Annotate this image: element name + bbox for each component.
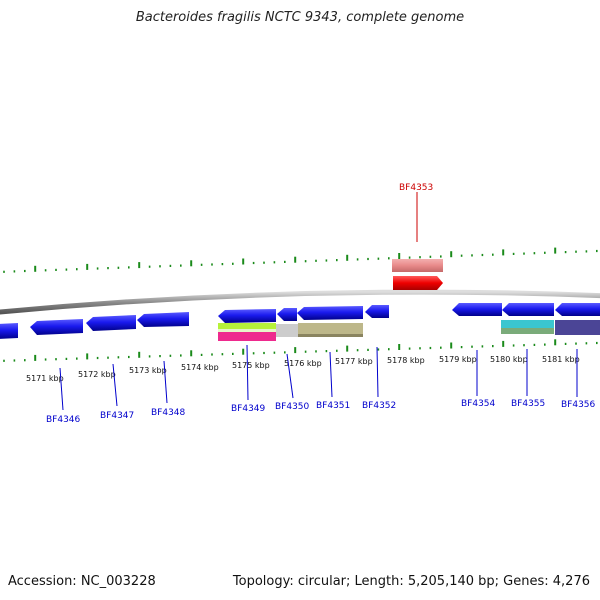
gene-arrow[interactable] [277, 308, 297, 321]
gene-arrow[interactable] [137, 312, 189, 327]
scale-label: 5174 kbp [181, 363, 219, 372]
scale-label: 5179 kbp [439, 355, 477, 364]
feature-band[interactable] [218, 323, 276, 329]
scale-label: 5178 kbp [387, 356, 425, 365]
gene-label-bf4353[interactable]: BF4353 [399, 183, 433, 193]
gene-leaders [59, 344, 578, 411]
feature-band[interactable] [218, 329, 276, 332]
gene-arrow[interactable] [452, 303, 502, 316]
gene-leader [286, 353, 294, 399]
gene-leader [246, 344, 249, 401]
gene-label-bf4346[interactable]: BF4346 [46, 415, 81, 425]
gene-label-bf4347[interactable]: BF4347 [100, 411, 134, 421]
gene-arrow[interactable] [30, 319, 83, 335]
gene-label-bf4356[interactable]: BF4356 [561, 400, 596, 410]
scale-label: 5172 kbp [78, 370, 116, 379]
page-title: Bacteroides fragilis NCTC 9343, complete… [135, 10, 465, 25]
feature-band[interactable] [501, 320, 554, 328]
gene-bf4353-shadow[interactable] [392, 259, 443, 272]
gene-arrow[interactable] [0, 323, 18, 339]
feature-band[interactable] [218, 332, 276, 341]
genome-backbone [0, 289, 600, 315]
gene-arrow[interactable] [218, 309, 276, 323]
scale-label: 5173 kbp [129, 366, 167, 375]
gene-arrow[interactable] [555, 303, 600, 316]
gene-arrow[interactable] [297, 306, 363, 320]
gene-label-bf4355[interactable]: BF4355 [511, 399, 545, 409]
scale-label: 5171 kbp [26, 374, 64, 383]
gene-arrow[interactable] [502, 303, 554, 316]
gene-leader [59, 367, 64, 411]
feature-band[interactable] [501, 328, 554, 334]
upper-tick-row [3, 247, 598, 273]
reverse-strand-genes [0, 303, 600, 339]
genome-summary: Topology: circular; Length: 5,205,140 bp… [232, 574, 590, 589]
gene-label-bf4350[interactable]: BF4350 [275, 402, 310, 412]
scale-label: 5176 kbp [284, 359, 322, 368]
lower-tick-row [3, 339, 598, 362]
feature-band[interactable] [298, 323, 363, 336]
gene-labels: BF4346 BF4347 BF4348 BF4349 BF4350 BF435… [46, 399, 596, 425]
gene-label-bf4352[interactable]: BF4352 [362, 401, 396, 411]
gene-arrow[interactable] [365, 305, 389, 318]
gene-bf4353[interactable] [393, 276, 443, 290]
gene-label-bf4354[interactable]: BF4354 [461, 399, 496, 409]
feature-band[interactable] [555, 320, 600, 335]
scale-label: 5180 kbp [490, 355, 528, 364]
feature-bands [218, 320, 600, 341]
gene-leader [163, 360, 168, 404]
accession-label: Accession: NC_003228 [8, 574, 156, 589]
gene-label-bf4351[interactable]: BF4351 [316, 401, 350, 411]
feature-band[interactable] [276, 324, 298, 337]
gene-label-bf4348[interactable]: BF4348 [151, 408, 186, 418]
scale-label: 5177 kbp [335, 357, 373, 366]
feature-band[interactable] [298, 334, 363, 337]
gene-leader [112, 363, 118, 407]
scale-labels: 5171 kbp 5172 kbp 5173 kbp 5174 kbp 5175… [26, 355, 580, 383]
gene-arrow[interactable] [86, 315, 136, 331]
scale-label: 5175 kbp [232, 361, 270, 370]
gene-label-bf4349[interactable]: BF4349 [231, 404, 266, 414]
gene-leader [329, 351, 333, 398]
scale-label: 5181 kbp [542, 355, 580, 364]
gene-leader [376, 346, 379, 398]
